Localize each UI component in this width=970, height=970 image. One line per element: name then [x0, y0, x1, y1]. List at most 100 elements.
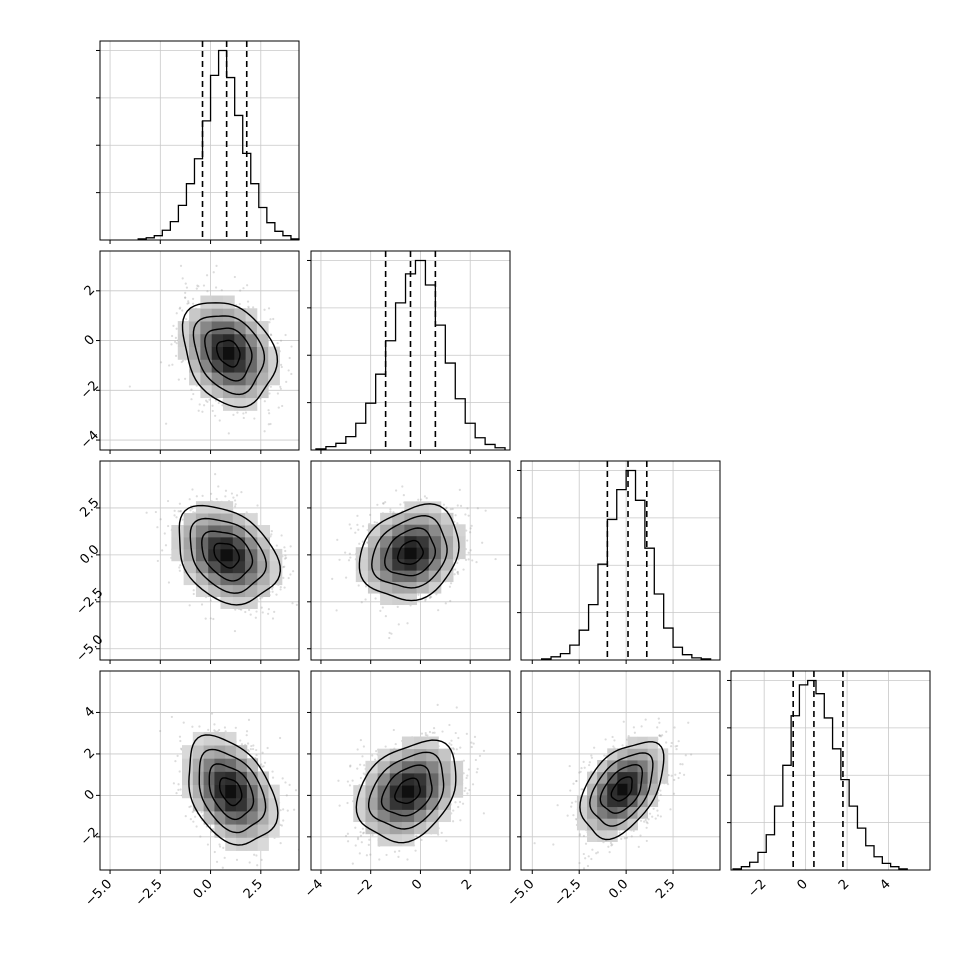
density-cell: [189, 346, 201, 360]
sample-point: [239, 289, 242, 292]
sample-point: [389, 510, 392, 513]
sample-point: [242, 874, 244, 876]
density-cell: [257, 536, 271, 550]
sample-point: [469, 531, 472, 534]
sample-point: [344, 576, 348, 579]
sample-point: [198, 725, 201, 728]
histogram-panel-1: [96, 40, 300, 244]
density-cell: [192, 745, 205, 759]
sample-point: [179, 264, 183, 267]
density-cell: [192, 771, 205, 786]
sample-point: [182, 721, 185, 724]
sample-point: [471, 559, 474, 562]
sample-point: [263, 400, 266, 403]
sample-point: [227, 432, 230, 435]
density-cell: [269, 572, 283, 586]
sample-point: [192, 820, 195, 823]
contour-line: [181, 302, 279, 408]
sample-point: [283, 546, 286, 549]
density-cell: [203, 797, 215, 812]
sample-point: [465, 776, 468, 780]
sample-point: [164, 544, 168, 547]
density-cell: [245, 333, 258, 348]
sample-point: [285, 380, 288, 383]
density-cell: [245, 359, 258, 373]
density-cell: [200, 333, 213, 348]
panel-frame: [99, 40, 300, 241]
density-cell: [203, 784, 215, 799]
density-cell: [195, 525, 209, 538]
sample-point: [292, 570, 295, 573]
histogram-step: [732, 679, 908, 870]
contour-line: [201, 530, 254, 582]
sample-point: [448, 585, 451, 588]
sample-point: [232, 413, 235, 416]
sample-point: [269, 333, 272, 336]
density-cell: [189, 333, 201, 348]
sample-point: [215, 264, 218, 268]
sample-point: [224, 730, 227, 733]
sample-point: [267, 608, 270, 611]
sample-point: [179, 306, 182, 309]
sample-point: [276, 392, 279, 395]
sample-point: [361, 525, 365, 528]
density-cell: [236, 797, 248, 812]
sample-point: [437, 609, 440, 612]
sample-point: [269, 318, 272, 321]
sample-point: [467, 514, 470, 517]
sample-point: [388, 631, 391, 635]
density-cell: [211, 384, 224, 399]
density-cell: [225, 784, 237, 799]
contour-line: [358, 503, 460, 602]
sample-point: [284, 556, 288, 559]
scatter-panel-2-1: [307, 460, 511, 664]
sample-point: [190, 388, 193, 391]
sample-point: [178, 770, 181, 773]
sample-point: [213, 723, 216, 726]
density-cell: [220, 525, 234, 538]
sample-point: [465, 529, 468, 532]
sample-point: [213, 729, 216, 732]
sample-point: [284, 549, 287, 553]
sample-point: [270, 533, 273, 536]
contour-line: [384, 527, 436, 577]
contour-line: [178, 504, 282, 606]
density-cell: [268, 359, 280, 373]
sample-point: [373, 521, 376, 524]
density-cell: [268, 810, 280, 825]
density-cell: [203, 731, 215, 746]
sample-point: [444, 602, 447, 605]
sample-point: [288, 783, 291, 787]
sample-point: [223, 726, 227, 729]
sample-point: [156, 559, 159, 563]
sample-point: [299, 599, 301, 601]
sample-point: [271, 770, 274, 773]
sample-point: [211, 409, 214, 413]
density-cell: [268, 824, 280, 838]
sample-point: [218, 845, 222, 848]
density-cell: [392, 524, 405, 537]
sample-point: [192, 511, 195, 514]
density-cell: [236, 824, 248, 838]
sample-point: [348, 523, 351, 526]
sample-point: [428, 596, 432, 600]
density-cell: [416, 558, 430, 571]
sample-point: [214, 286, 218, 289]
sample-point: [466, 507, 469, 510]
sample-point: [178, 566, 181, 569]
density-cell: [453, 524, 466, 537]
panel-content: [337, 703, 486, 865]
density-cell: [416, 524, 430, 537]
density-cell: [257, 784, 269, 799]
sample-point: [470, 745, 473, 749]
sample-point: [184, 291, 187, 294]
sample-point: [336, 538, 339, 541]
sample-point: [279, 387, 282, 390]
sample-point: [179, 788, 182, 791]
sample-point: [156, 526, 159, 529]
sample-point: [449, 599, 452, 603]
sample-point: [268, 412, 271, 415]
sample-point: [177, 788, 180, 792]
sample-point: [248, 861, 251, 864]
density-cell: [234, 372, 246, 386]
